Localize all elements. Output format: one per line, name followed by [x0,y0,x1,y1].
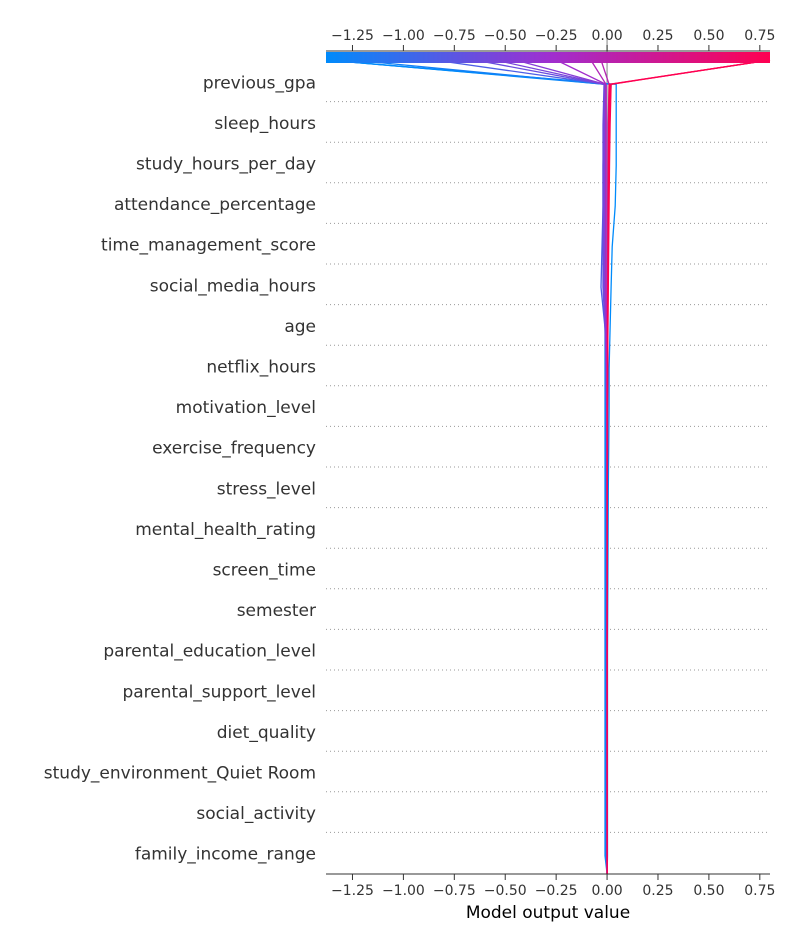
bottom-tick-label: 0.50 [693,883,724,899]
feature-label: study_environment_Quiet Room [44,764,316,784]
top-tick-label: −0.75 [433,28,476,44]
colorbar [326,52,770,63]
axes: −1.25 −1.25 −1.00 −1.00 −0.75 −0.75 −0.50 −0.50… [326,28,775,899]
top-tick-label: 0.25 [642,28,673,44]
feature-label: mental_health_rating [135,520,316,540]
bottom-tick-label: 0.00 [591,883,622,899]
bottom-tick-label: 0.25 [642,883,673,899]
bottom-tick-label: 0.75 [744,883,775,899]
feature-label: diet_quality [217,723,316,743]
feature-label: netflix_hours [206,358,316,378]
bottom-tick-label: −0.50 [484,883,527,899]
feature-label: parental_support_level [122,682,316,702]
feature-label: screen_time [213,561,316,581]
feature-label: social_media_hours [150,276,316,296]
bottom-tick-label: −0.75 [433,883,476,899]
feature-label: semester [237,601,316,621]
decision-line [325,59,612,875]
top-tick-label: −0.50 [484,28,527,44]
feature-label: stress_level [217,479,316,499]
feature-label: study_hours_per_day [136,155,316,175]
top-tick-label: 0.75 [744,28,775,44]
top-tick-label: −0.25 [535,28,578,44]
feature-label: attendance_percentage [114,195,316,215]
decision-line [325,59,617,875]
top-tick-label: −1.25 [331,28,374,44]
bottom-tick-label: −1.25 [331,883,374,899]
feature-label: sleep_hours [214,114,316,134]
colorbar-gradient [326,52,770,63]
decision-line [606,59,771,874]
feature-label: age [284,317,316,337]
decision-line [433,59,608,874]
top-tick-label: 0.00 [591,28,622,44]
decision-line [515,59,608,874]
top-tick-label: −1.00 [382,28,425,44]
decision-line [606,59,771,874]
decision-lines [325,59,771,875]
feature-label: family_income_range [135,845,316,865]
decision-line [555,59,608,874]
bottom-tick-label: −0.25 [535,883,578,899]
feature-label: parental_education_level [103,642,316,662]
feature-label: motivation_level [176,398,316,418]
feature-label: social_activity [196,804,316,824]
feature-label: exercise_frequency [152,439,316,459]
feature-label: previous_gpa [203,73,316,93]
gridlines [326,101,770,833]
top-tick-label: 0.50 [693,28,724,44]
feature-label: time_management_score [101,236,316,256]
x-axis-title: Model output value [466,903,630,923]
decision-line [606,59,771,874]
feature-labels: previous_gpa sleep_hours study_hours_per_d… [44,73,316,864]
bottom-tick-label: −1.00 [382,883,425,899]
